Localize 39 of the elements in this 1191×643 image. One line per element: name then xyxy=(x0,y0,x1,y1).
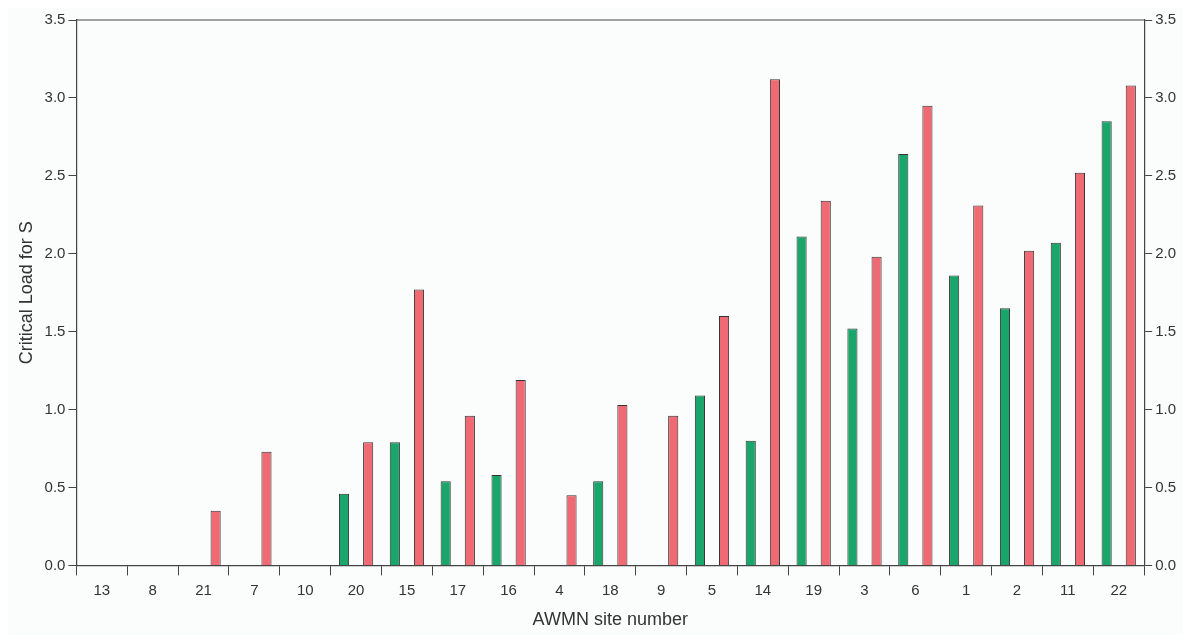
y2-tick-label: 2.5 xyxy=(1155,165,1177,183)
y-tick-label: 0.5 xyxy=(44,477,66,495)
x-axis-title: AWMN site number xyxy=(532,609,688,630)
y2-tick-label: 1.0 xyxy=(1155,399,1177,417)
x-tick-label: 4 xyxy=(555,580,564,598)
x-tick-label: 18 xyxy=(601,580,619,598)
x-tick-label: 7 xyxy=(250,580,259,598)
y-tick-label: 2.0 xyxy=(44,243,66,261)
x-tick-label: 16 xyxy=(500,580,517,598)
x-tick-label: 21 xyxy=(195,580,212,598)
x-tick-label: 5 xyxy=(707,580,717,598)
x-tick-label: 19 xyxy=(805,580,823,598)
x-tick-label: 11 xyxy=(1060,580,1076,598)
x-tick-label: 8 xyxy=(148,580,157,598)
y2-tick-label: 1.5 xyxy=(1155,321,1177,339)
y2-tick-label: 2.0 xyxy=(1155,243,1177,261)
y2-tick-label: 0.0 xyxy=(1155,555,1177,573)
x-tick-label: 10 xyxy=(296,580,314,598)
y-tick-label: 3.0 xyxy=(44,88,66,106)
y-tick-label: 2.5 xyxy=(44,165,66,183)
x-tick-label: 15 xyxy=(398,580,416,598)
x-tick-label: 14 xyxy=(754,580,772,598)
y-tick-label: 0.0 xyxy=(44,555,66,573)
y-axis-title: Critical Load for S xyxy=(15,221,36,365)
x-tick-label: 3 xyxy=(860,580,869,598)
x-tick-label: 22 xyxy=(1110,580,1128,598)
y2-tick-label: 0.5 xyxy=(1155,477,1177,495)
x-tick-label: 20 xyxy=(347,580,365,598)
x-tick-label: 17 xyxy=(449,580,467,598)
y-tick-label: 3.5 xyxy=(44,10,66,28)
y2-tick-label: 3.0 xyxy=(1155,88,1177,106)
x-tick-label: 13 xyxy=(93,580,111,598)
x-tick-label: 6 xyxy=(911,580,920,598)
x-tick-label: 2 xyxy=(1012,580,1022,598)
y-tick-label: 1.0 xyxy=(44,399,66,417)
x-tick-label: 9 xyxy=(656,580,666,598)
y-tick-label: 1.5 xyxy=(44,321,66,339)
y2-tick-label: 3.5 xyxy=(1155,10,1177,28)
x-tick-label: 1 xyxy=(962,580,971,598)
